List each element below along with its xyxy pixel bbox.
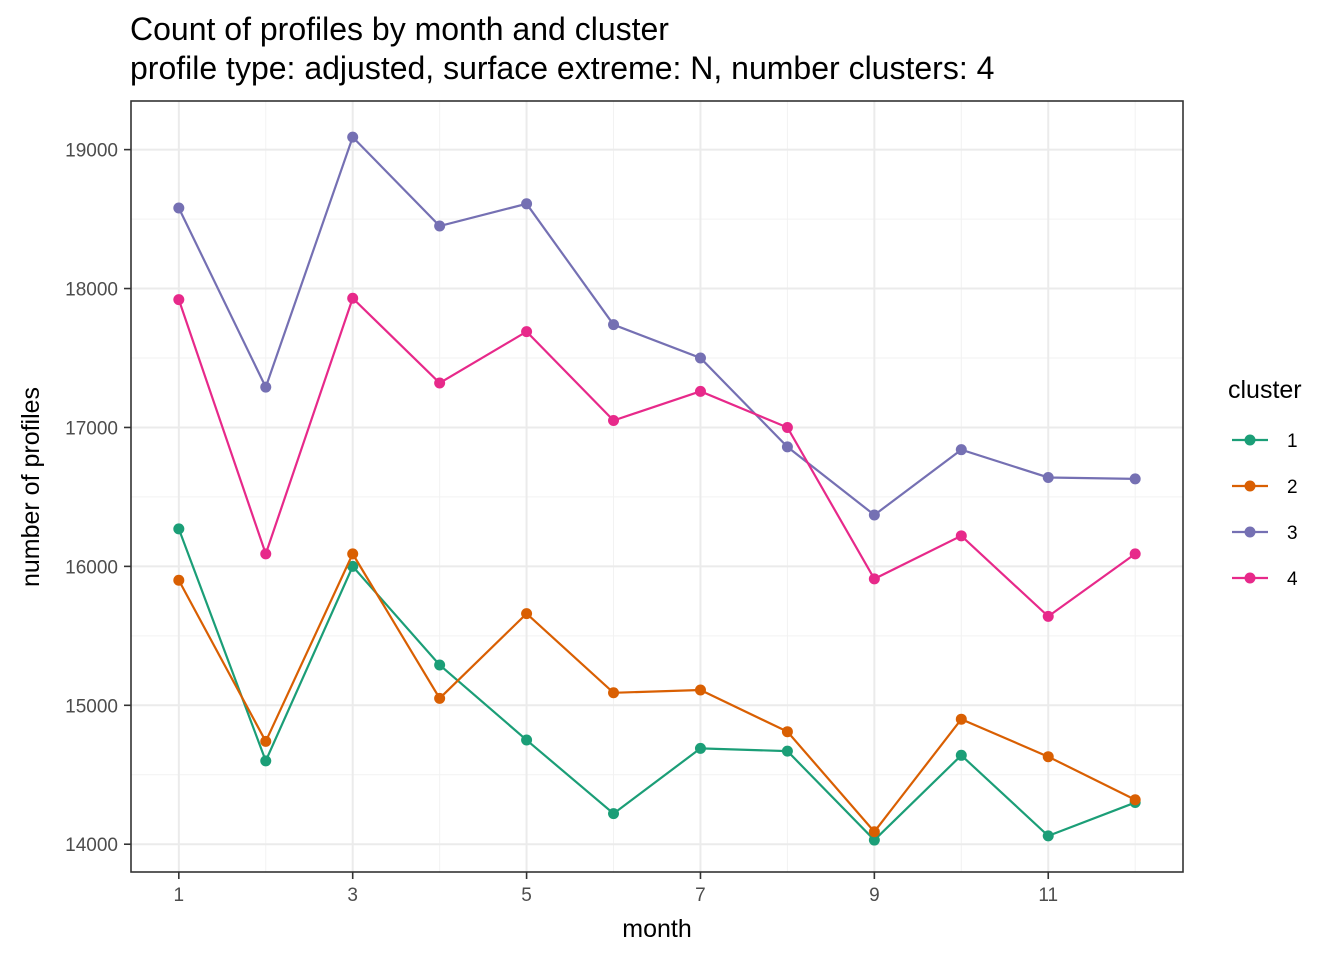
legend: cluster 1 2 3 4 [1228,376,1302,590]
series-3 [173,131,1141,521]
data-point [868,509,880,521]
data-point [1042,610,1054,622]
data-point [608,415,620,427]
data-point [694,742,706,754]
data-point [868,573,880,585]
legend-key-point [1244,480,1256,492]
data-point [955,749,967,761]
data-point [868,826,880,838]
plot-panel [131,101,1183,872]
data-point [694,684,706,696]
legend-item-2: 2 [1232,477,1298,498]
grid [131,101,1183,872]
data-point [955,530,967,542]
y-tick-label: 15000 [65,696,118,717]
legend-key-point [1244,434,1256,446]
y-tick-label: 18000 [65,280,118,301]
series-2 [173,548,1141,838]
series-line [177,551,1136,834]
legend-item-4: 4 [1232,569,1298,590]
data-point [955,713,967,725]
data-point [868,834,880,846]
data-point [1042,751,1054,763]
data-point [521,608,533,620]
data-point [1129,473,1141,485]
data-point [434,220,446,232]
data-point [608,808,620,820]
y-tick-label: 16000 [65,557,118,578]
data-point [1042,830,1054,842]
legend-label: 1 [1287,431,1298,452]
data-point [347,292,359,304]
data-point [173,202,185,214]
series-line [177,135,1136,517]
x-tick-label: 9 [869,885,880,906]
legend-label: 3 [1287,523,1298,544]
y-tick-label: 17000 [65,418,118,439]
x-axis: 1 3 5 7 9 11 [174,872,1058,906]
x-axis-title: month [622,915,691,943]
y-axis: 14000 15000 16000 17000 18000 19000 [65,141,131,856]
x-tick-label: 3 [347,885,358,906]
data-point [260,735,272,747]
data-point [521,734,533,746]
legend-item-1: 1 [1232,431,1298,452]
data-point [434,659,446,671]
legend-label: 4 [1287,569,1298,590]
chart-title: Count of profiles by month and cluster [130,11,669,47]
data-point [260,381,272,393]
series-line [177,528,1136,842]
x-tick-label: 5 [521,885,532,906]
data-point [260,755,272,767]
data-point [1129,548,1141,560]
data-point [608,687,620,699]
data-point [781,441,793,453]
data-point [173,523,185,535]
y-axis-title: number of profiles [17,387,45,587]
legend-item-3: 3 [1232,523,1298,544]
data-point [955,444,967,456]
series-line [177,296,1136,618]
series-layer [173,131,1141,846]
data-point [347,131,359,143]
data-point [434,692,446,704]
series-1 [173,523,1141,846]
y-tick-label: 19000 [65,141,118,162]
panel-border [130,100,1184,873]
data-point [1042,471,1054,483]
legend-title: cluster [1228,376,1302,404]
data-point [608,319,620,331]
legend-key-point [1244,572,1256,584]
data-point [781,726,793,738]
chart-subtitle: profile type: adjusted, surface extreme:… [130,50,994,86]
x-tick-label: 11 [1038,885,1058,906]
data-point [434,377,446,389]
legend-key-point [1244,526,1256,538]
x-tick-label: 7 [695,885,706,906]
data-point [347,548,359,560]
data-point [781,421,793,433]
data-point [781,745,793,757]
data-point [521,326,533,338]
data-point [694,352,706,364]
legend-label: 2 [1287,477,1298,498]
data-point [1129,794,1141,806]
series-4 [173,292,1141,622]
data-point [694,385,706,397]
data-point [173,574,185,586]
y-tick-label: 14000 [65,835,118,856]
x-tick-label: 1 [174,885,185,906]
data-point [347,560,359,572]
data-point [521,198,533,210]
data-point [173,294,185,306]
data-point [260,548,272,560]
